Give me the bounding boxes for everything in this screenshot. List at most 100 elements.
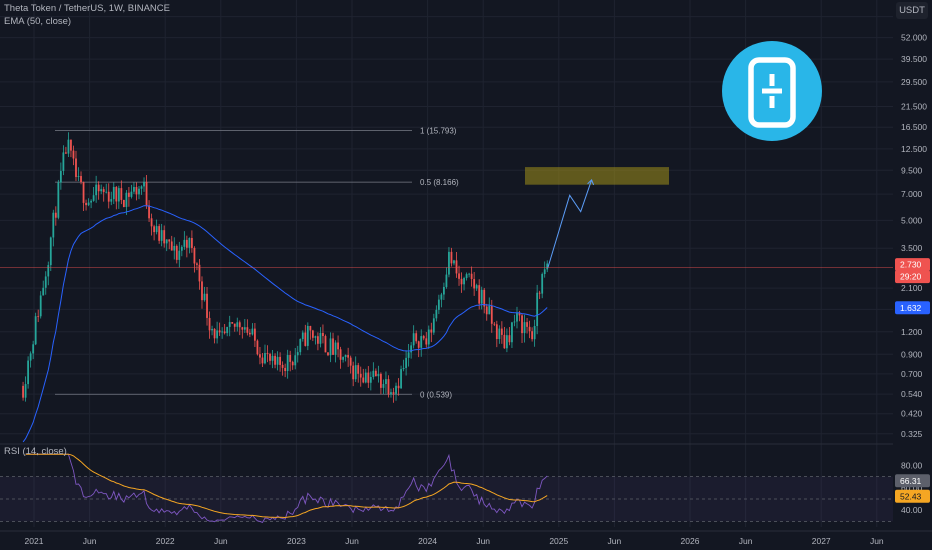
candle-body [87, 202, 90, 206]
rsi-value-badge-bg [895, 474, 930, 488]
candle-body [110, 199, 113, 202]
candle-body [410, 345, 413, 353]
candle-body [344, 354, 347, 358]
candle-body [196, 263, 198, 265]
candle-body [173, 245, 176, 251]
candle-body [49, 237, 52, 266]
ema-value-badge: 1.632 [900, 303, 922, 313]
candle-body [42, 287, 45, 296]
candle-body [463, 278, 465, 285]
candle-body [72, 150, 75, 159]
candle-body [125, 192, 128, 207]
candle-body [213, 328, 216, 339]
candle-body [508, 335, 511, 343]
candle-body [306, 325, 309, 346]
price-tick-label: 3.500 [901, 243, 923, 253]
candle-body [291, 361, 294, 366]
candle-body [357, 365, 360, 374]
candle-body [402, 367, 405, 370]
candle-body [460, 278, 463, 285]
time-tick-label: Jun [476, 536, 490, 546]
candle-body [160, 230, 163, 241]
candle-body [82, 182, 85, 203]
candle-body [52, 212, 55, 238]
candle-body [44, 276, 47, 288]
countdown-badge-bg [895, 270, 930, 284]
candle-body [319, 332, 322, 344]
candle-body [117, 188, 120, 202]
candle-body [143, 181, 145, 187]
candle-body [133, 187, 135, 192]
candle-body [29, 353, 32, 361]
candle-body [163, 230, 166, 244]
projection-arrowhead [587, 179, 595, 186]
candle-body [47, 265, 50, 277]
price-tick-label: 0.325 [901, 429, 923, 439]
candle-body [506, 335, 508, 349]
candle-body [193, 247, 196, 264]
candle-body [97, 184, 100, 192]
candle-body [400, 369, 402, 389]
candle-body [155, 226, 158, 233]
countdown-badge: 29:20 [900, 272, 922, 282]
currency-button[interactable]: USDT [896, 2, 928, 19]
price-tick-label: 21.500 [901, 102, 927, 112]
candle-body [526, 322, 528, 327]
time-axis[interactable]: 2021 Jun 2022 Jun 2023 Jun 2024 Jun 2025 Jun 2026 J… [0, 530, 932, 546]
candle-body [339, 349, 342, 360]
candle-body [248, 332, 251, 335]
candle-body [377, 373, 380, 377]
candle-body [54, 212, 57, 218]
time-tick-label: 2025 [549, 536, 568, 546]
candle-body [259, 354, 261, 358]
candle-body [445, 274, 448, 287]
time-tick-label: Jun [345, 536, 359, 546]
candle-body [158, 226, 161, 241]
candle-body [347, 354, 350, 358]
candle-body [294, 355, 297, 366]
candle-body [67, 139, 70, 154]
chart-title: Theta Token / TetherUS, 1W, BINANCE [4, 3, 170, 14]
candle-body [284, 367, 287, 372]
candle-body [536, 292, 539, 327]
candle-body [349, 357, 352, 366]
candle-body [359, 373, 362, 378]
candle-body [432, 318, 435, 333]
candle-body [112, 186, 115, 200]
rsi-ma-value-badge: 52.43 [900, 491, 922, 501]
candle-body [170, 241, 173, 251]
time-tick-label: 2021 [25, 536, 44, 546]
candle-body [226, 326, 229, 334]
candle-body [483, 289, 486, 307]
target-zone [525, 167, 669, 185]
time-tick-label: 2027 [812, 536, 831, 546]
candle-body [231, 322, 234, 324]
candle-body [538, 292, 541, 294]
candle-body [500, 328, 503, 335]
candle-body [309, 325, 312, 331]
candle-body [425, 338, 428, 345]
candle-body [150, 218, 153, 227]
candle-body [495, 324, 498, 340]
candle-body [485, 306, 488, 315]
candle-body [417, 341, 420, 348]
candle-body [70, 139, 72, 151]
candle-body [264, 353, 266, 364]
candle-body [334, 342, 337, 355]
candle-body [458, 273, 460, 279]
candle-body [490, 305, 493, 324]
price-tick-label: 16.500 [901, 122, 927, 132]
candle-body [148, 205, 150, 219]
time-tick-label: Jun [739, 536, 753, 546]
candle-body [455, 260, 458, 274]
candle-body [198, 264, 201, 282]
candle-body [271, 355, 274, 361]
candle-body [168, 239, 171, 242]
candle-body [206, 293, 208, 318]
candle-body [188, 238, 191, 248]
time-tick-label: Jun [608, 536, 622, 546]
fib-label: 0 (0.539) [420, 390, 452, 399]
price-tick-label: 52.000 [901, 33, 927, 43]
candle-body [392, 392, 395, 394]
